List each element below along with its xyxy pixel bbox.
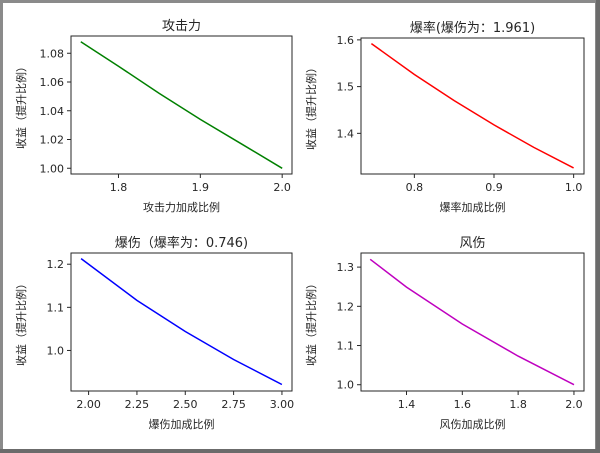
y-axis-label: 收益（提升比例） bbox=[14, 278, 28, 366]
y-axis-label: 收益（提升比例） bbox=[14, 61, 28, 149]
y-tick-label: 1.3 bbox=[337, 261, 355, 274]
data-line bbox=[80, 257, 283, 386]
x-tick-label: 1.0 bbox=[565, 181, 583, 194]
y-tick-label: 1.2 bbox=[337, 300, 355, 313]
y-tick-label: 1.02 bbox=[40, 134, 65, 147]
data-line bbox=[80, 41, 283, 169]
y-axis-label: 收益（提升比例） bbox=[304, 62, 318, 150]
axes-frame bbox=[360, 252, 585, 392]
x-axis-label: 爆伤加成比例 bbox=[149, 417, 215, 431]
axes-frame bbox=[70, 35, 293, 175]
axes-frame bbox=[360, 37, 585, 175]
data-line bbox=[369, 258, 575, 386]
x-tick-label: 2.0 bbox=[273, 181, 291, 194]
x-tick-label: 2.75 bbox=[221, 398, 246, 411]
x-tick-label: 2.50 bbox=[173, 398, 198, 411]
x-tick-label: 0.9 bbox=[485, 181, 503, 194]
x-axis-label: 风伤加成比例 bbox=[440, 417, 506, 431]
x-axis-label: 攻击力加成比例 bbox=[143, 200, 220, 214]
x-tick-label: 3.00 bbox=[270, 398, 295, 411]
subplot-title: 攻击力 bbox=[162, 19, 201, 34]
x-tick-label: 1.4 bbox=[398, 398, 416, 411]
subplot-title: 爆伤（爆率为：0.746) bbox=[115, 235, 248, 251]
x-tick-label: 1.8 bbox=[509, 398, 527, 411]
y-tick-label: 1.0 bbox=[47, 344, 65, 357]
y-tick-label: 1.5 bbox=[337, 81, 355, 94]
x-tick-label: 2.25 bbox=[125, 398, 150, 411]
y-tick-label: 1.2 bbox=[47, 258, 65, 271]
data-line bbox=[370, 42, 574, 169]
subplot-wind-damage: 风伤 风伤加成比例 收益（提升比例） 1.4 1.6 1.8 2.0 1.0 1.1 1.2… bbox=[304, 236, 585, 431]
y-tick-label: 1.1 bbox=[47, 301, 65, 314]
y-tick-label: 1.1 bbox=[337, 340, 355, 353]
x-tick-label: 2.00 bbox=[76, 398, 101, 411]
x-axis-label: 爆率加成比例 bbox=[440, 200, 506, 214]
subplot-crit-rate: 爆率(爆伤为：1.961) 爆率加成比例 收益（提升比例） 0.8 0.9 1.0 1… bbox=[304, 20, 585, 214]
subplot-title: 爆率(爆伤为：1.961) bbox=[410, 20, 535, 36]
x-tick-label: 1.6 bbox=[454, 398, 472, 411]
y-tick-label: 1.00 bbox=[40, 162, 65, 175]
y-tick-label: 1.6 bbox=[337, 34, 355, 47]
y-tick-label: 1.4 bbox=[337, 127, 355, 140]
y-tick-label: 1.06 bbox=[40, 76, 65, 89]
x-tick-label: 0.8 bbox=[406, 181, 424, 194]
x-tick-label: 1.9 bbox=[192, 181, 210, 194]
axes-frame bbox=[70, 252, 293, 392]
y-axis-label: 收益（提升比例） bbox=[304, 278, 318, 366]
x-tick-label: 2.0 bbox=[565, 398, 583, 411]
subplot-crit-damage: 爆伤（爆率为：0.746) 爆伤加成比例 收益（提升比例） 2.00 2.25 2.… bbox=[14, 235, 294, 431]
x-tick-label: 1.8 bbox=[110, 181, 128, 194]
y-tick-label: 1.04 bbox=[40, 105, 65, 118]
subplot-attack: 攻击力 攻击力加成比例 收益（提升比例） 1.8 1.9 2.0 1.00 1.02 1.… bbox=[14, 19, 293, 214]
y-tick-label: 1.08 bbox=[40, 47, 65, 60]
y-tick-label: 1.0 bbox=[337, 379, 355, 392]
subplot-title: 风伤 bbox=[459, 236, 485, 251]
